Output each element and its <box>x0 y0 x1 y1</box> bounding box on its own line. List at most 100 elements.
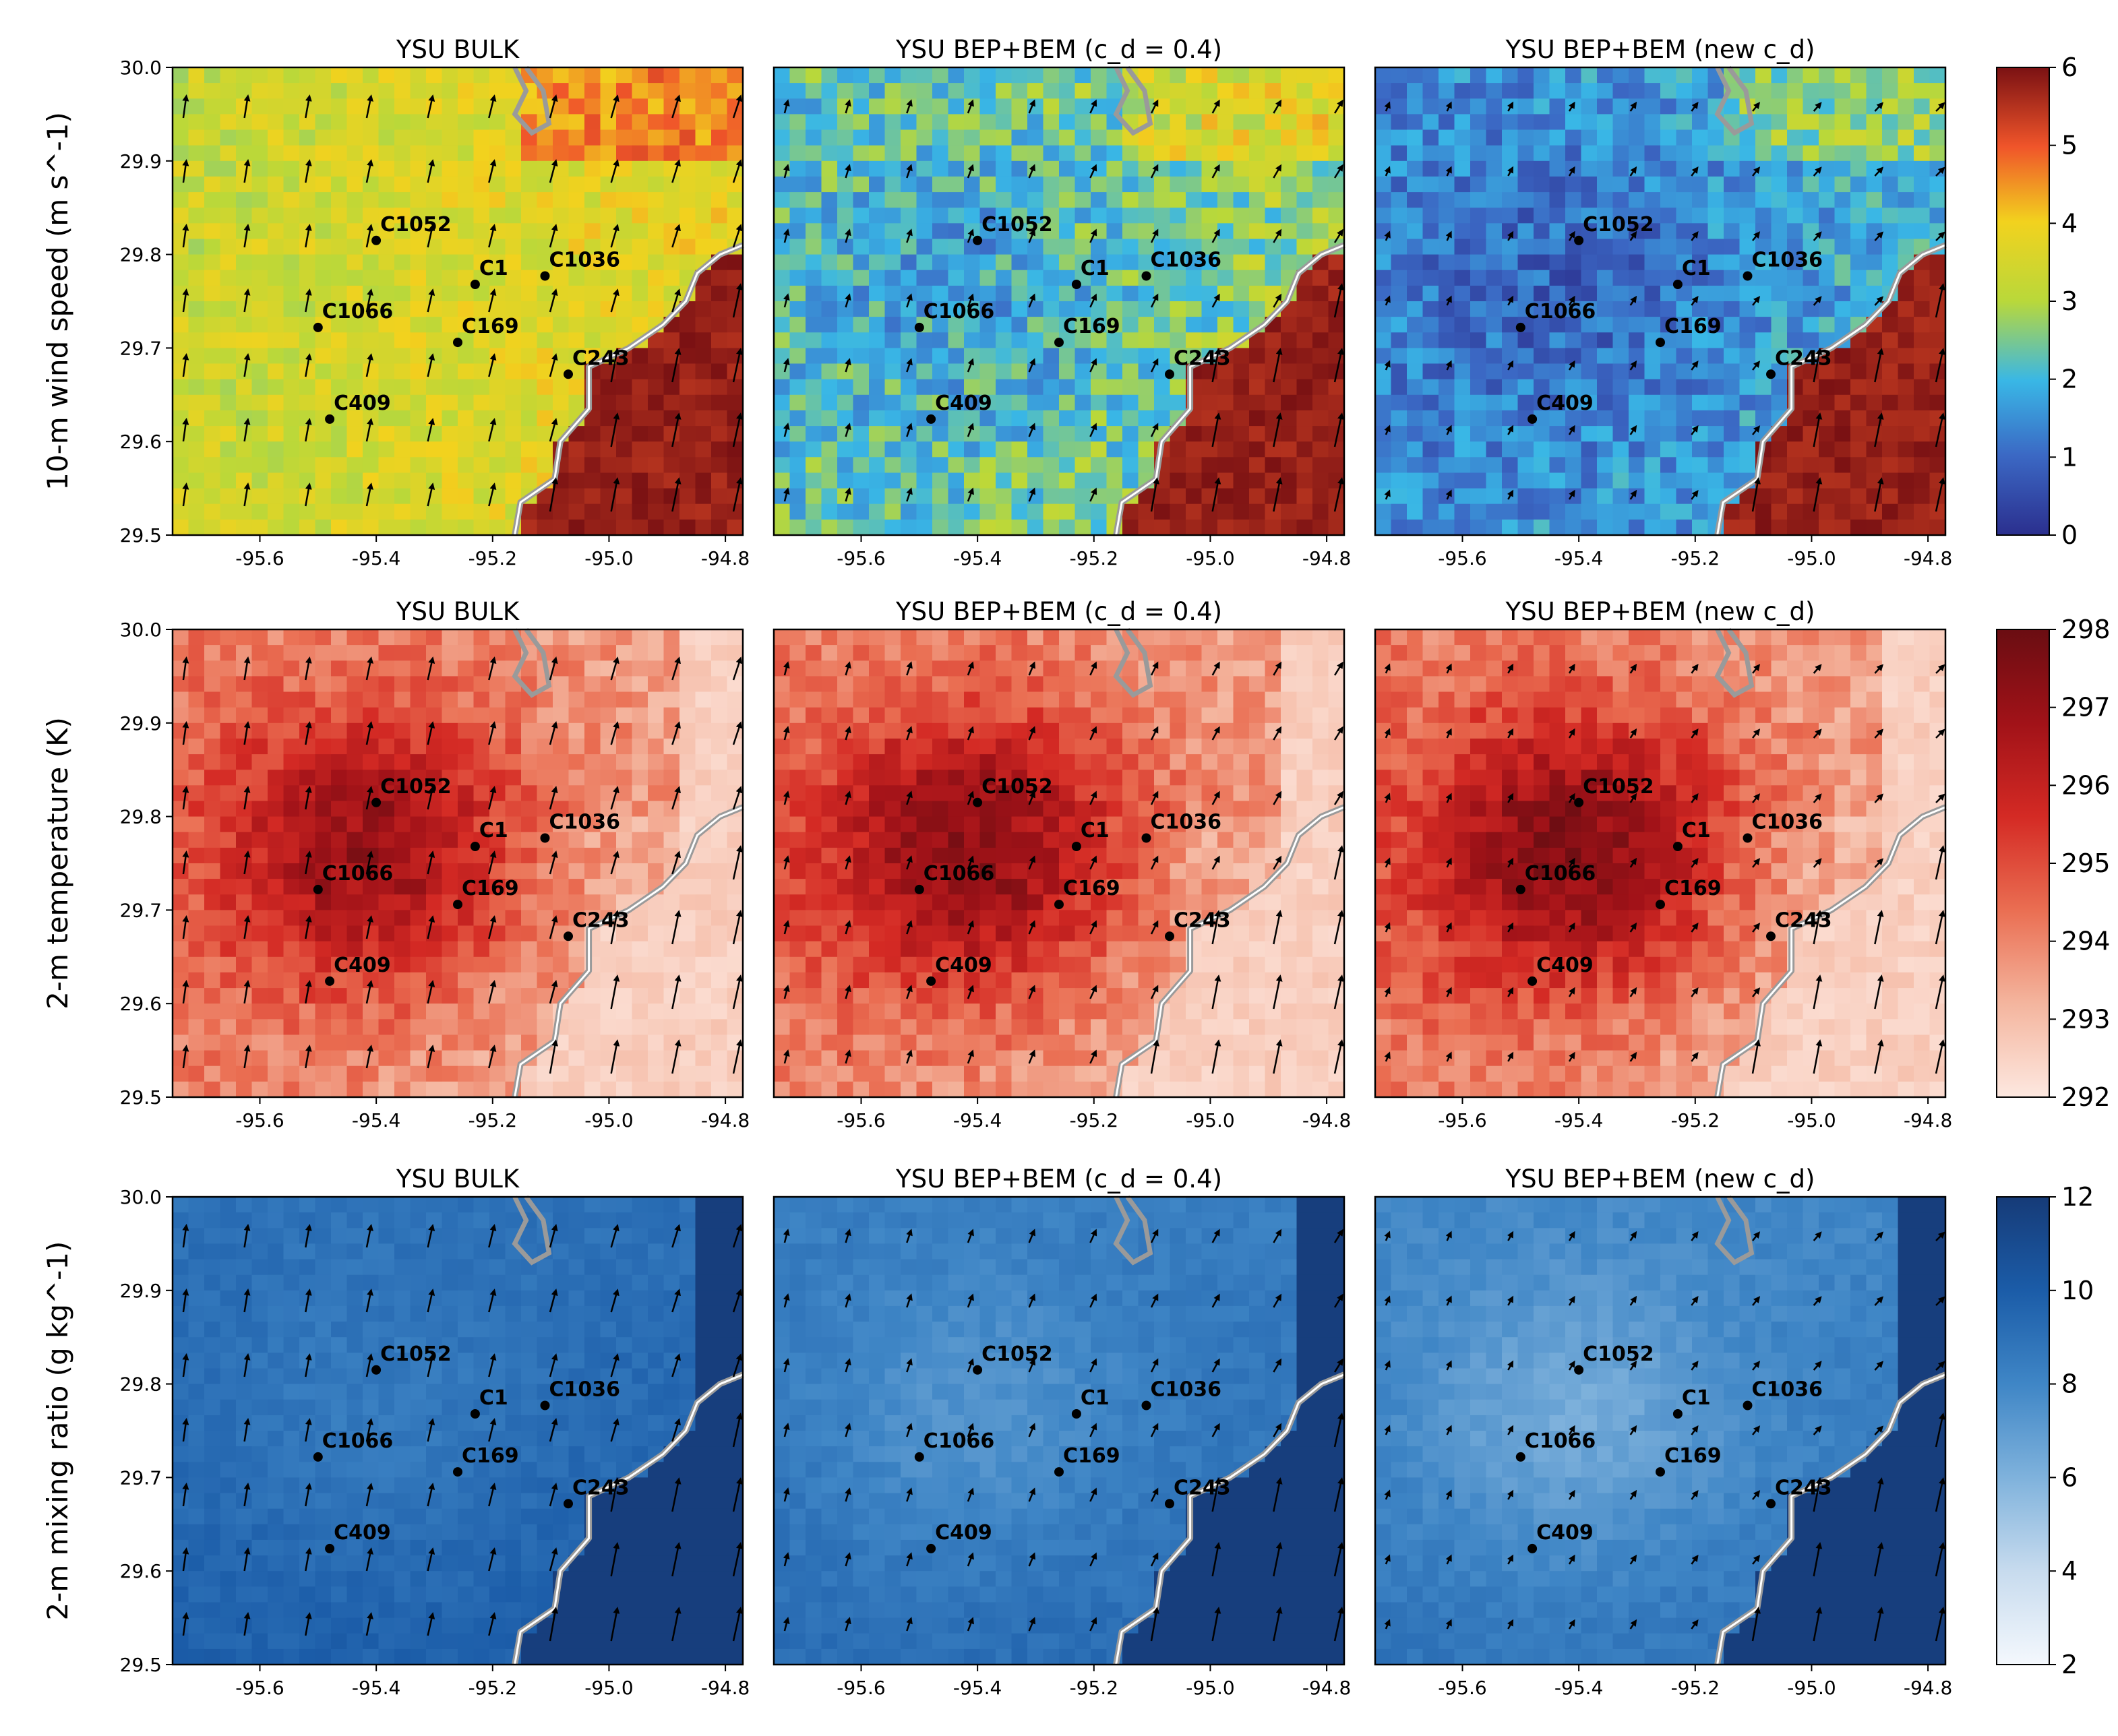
field-cell <box>853 317 870 333</box>
field-cell <box>1201 519 1218 536</box>
field-cell <box>1803 129 1819 146</box>
field-cell <box>1676 441 1693 458</box>
field-cell <box>537 770 553 786</box>
field-cell <box>600 1019 617 1036</box>
field-cell <box>1898 223 1914 240</box>
field-cell <box>1217 472 1234 489</box>
field-cell <box>568 348 585 365</box>
field-cell <box>1866 114 1883 131</box>
field-cell <box>251 1065 268 1082</box>
field-cell <box>188 629 205 646</box>
field-cell <box>521 472 538 489</box>
field-cell <box>1692 208 1709 224</box>
field-cell <box>853 956 870 973</box>
field-cell <box>884 410 901 427</box>
field-cell <box>663 426 680 442</box>
field-cell <box>236 363 253 380</box>
wind-arrow <box>1384 360 1391 371</box>
field-cell <box>1281 98 1298 115</box>
field-cell <box>1249 223 1266 240</box>
field-cell <box>299 457 316 474</box>
field-cell <box>869 83 886 99</box>
field-cell <box>1233 426 1250 442</box>
field-cell <box>1138 208 1155 224</box>
field-cell <box>299 1065 316 1082</box>
field-cell <box>679 192 696 208</box>
field-cell <box>1375 472 1392 489</box>
field-cell <box>251 223 268 240</box>
field-cell <box>1296 488 1313 505</box>
field-cell <box>727 910 744 927</box>
field-cell <box>695 503 712 520</box>
field-cell <box>663 1003 680 1020</box>
field-cell <box>1882 98 1899 115</box>
field-cell <box>853 98 870 115</box>
field-cell <box>632 645 648 661</box>
field-cell <box>1866 67 1883 84</box>
field-cell <box>1755 394 1772 411</box>
field-cell <box>1170 332 1186 349</box>
field-cell <box>600 129 617 146</box>
field-cell <box>1929 457 1946 474</box>
field-cell <box>1122 426 1139 442</box>
field-cell <box>806 379 822 396</box>
wind-arrow <box>1089 358 1097 373</box>
field-cell <box>679 472 696 489</box>
field-cell <box>315 239 332 255</box>
field-cell <box>948 98 965 115</box>
field-cell <box>695 488 712 505</box>
field-cell <box>505 707 522 724</box>
field-cell <box>1882 208 1899 224</box>
field-cell <box>932 457 949 474</box>
field-cell <box>346 770 363 786</box>
field-cell <box>426 1003 443 1020</box>
colorbar-tick-label: 6 <box>2061 53 2078 82</box>
field-cell <box>394 629 411 646</box>
field-cell <box>315 98 332 115</box>
field-cell <box>600 676 617 693</box>
field-cell <box>853 707 870 724</box>
field-cell <box>1517 145 1534 162</box>
field-cell <box>458 676 475 693</box>
field-cell <box>204 254 221 271</box>
field-cell <box>568 394 585 411</box>
field-cell <box>996 270 1012 286</box>
field-cell <box>1517 472 1534 489</box>
field-cell <box>220 160 237 177</box>
field-cell <box>584 832 601 848</box>
field-cell <box>1755 145 1772 162</box>
field-cell <box>806 816 822 833</box>
field-cell <box>789 754 806 770</box>
field-cell <box>869 160 886 177</box>
field-cell <box>568 176 585 193</box>
field-cell <box>410 676 427 693</box>
field-cell <box>869 1003 886 1020</box>
field-cell <box>1929 192 1946 208</box>
field-cell <box>1929 114 1946 131</box>
field-cell <box>458 301 475 317</box>
field-cell <box>1422 379 1439 396</box>
field-cell <box>1217 317 1234 333</box>
field-cell <box>1043 145 1060 162</box>
field-cell <box>679 488 696 505</box>
field-cell <box>458 738 475 755</box>
field-cell <box>1898 410 1914 427</box>
field-cell <box>1692 239 1709 255</box>
field-cell <box>378 129 395 146</box>
field-cell <box>600 847 617 864</box>
x-tick-label: -95.0 <box>1787 547 1836 569</box>
field-cell <box>1201 441 1218 458</box>
field-cell <box>410 192 427 208</box>
field-cell <box>1091 192 1108 208</box>
field-cell <box>901 503 917 520</box>
field-cell <box>727 832 744 848</box>
field-cell <box>1502 519 1519 536</box>
field-cell <box>1534 519 1550 536</box>
field-cell <box>1233 285 1250 302</box>
field-cell <box>410 645 427 661</box>
field-cell <box>1391 519 1408 536</box>
field-cell <box>442 941 458 958</box>
field-cell <box>1517 208 1534 224</box>
field-cell <box>394 691 411 708</box>
field-cell <box>774 441 791 458</box>
